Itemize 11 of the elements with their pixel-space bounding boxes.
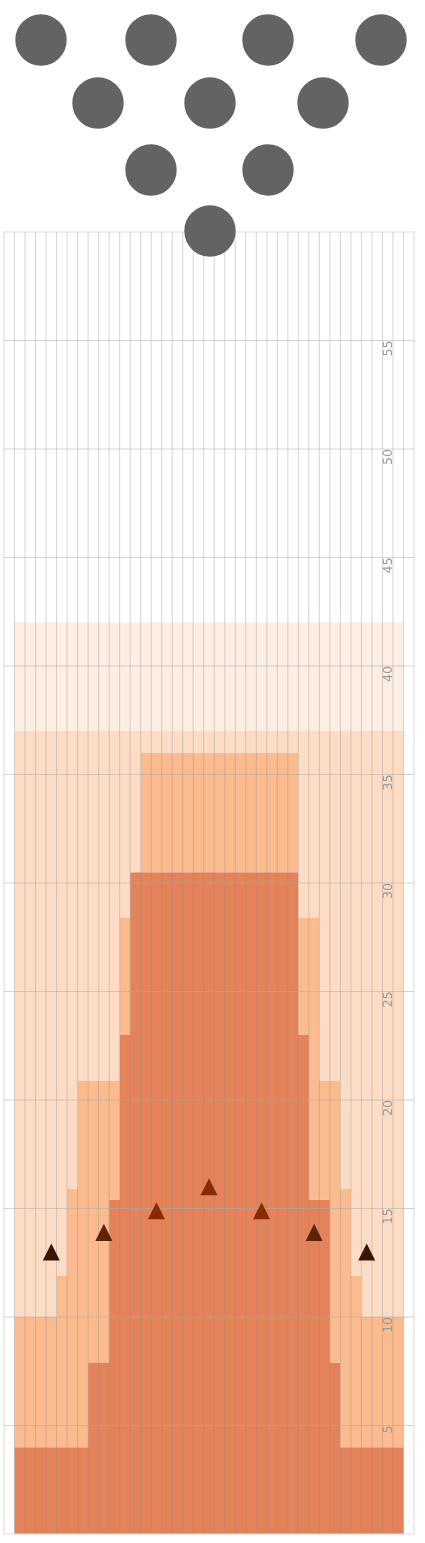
y-tick-label: 50: [382, 449, 393, 464]
y-tick-label: 15: [382, 1209, 393, 1224]
y-tick-label: 20: [382, 1100, 393, 1115]
y-tick-label: 35: [382, 775, 393, 790]
y-tick-label: 40: [382, 666, 393, 682]
y-tick-label: 55: [382, 341, 393, 356]
y-tick-label: 45: [382, 558, 393, 573]
y-tick-label: 25: [382, 992, 393, 1007]
y-tick-label: 30: [382, 883, 393, 898]
y-tick-label: 5: [382, 1426, 393, 1433]
y-tick-label: 10: [382, 1317, 393, 1332]
